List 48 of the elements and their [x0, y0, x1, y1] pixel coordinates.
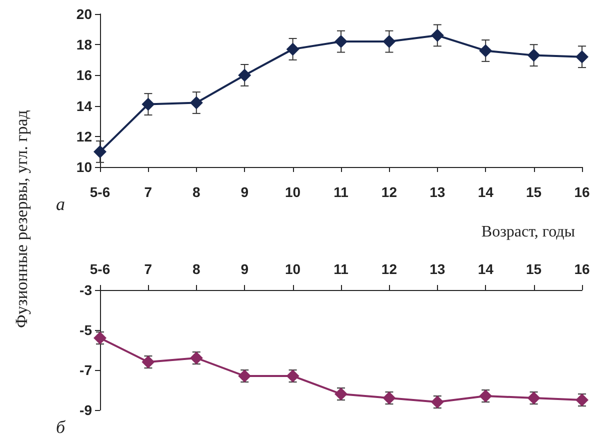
y-axis-title: Фузионные резервы, угл. град	[12, 110, 32, 328]
x-tick-label: 13	[430, 261, 446, 277]
x-tick-label: 9	[240, 184, 249, 200]
x-tick-label: 14	[478, 184, 494, 200]
point	[94, 332, 106, 344]
x-tick-label: 15	[526, 261, 542, 277]
y-tick-label: 20	[76, 6, 92, 22]
x-tick-label: 13	[430, 184, 446, 200]
x-tick-label: 10	[285, 261, 301, 277]
x-tick-label: 5-6	[90, 261, 110, 277]
y-tick-label: -7	[80, 362, 92, 378]
point	[286, 42, 300, 56]
point	[527, 48, 540, 62]
x-tick-label: 9	[240, 261, 249, 277]
y-tick-label: 10	[76, 159, 92, 175]
point	[190, 96, 203, 110]
point	[430, 28, 444, 42]
point	[142, 98, 155, 111]
point	[94, 145, 106, 158]
y-tick-label: 18	[76, 36, 92, 53]
y-tick-label: 16	[76, 67, 92, 84]
x-tick-label: 8	[192, 184, 200, 200]
text: б	[56, 417, 66, 437]
y-tick-label: 14	[76, 98, 92, 114]
point	[382, 35, 396, 48]
x-tick-label: 16	[574, 184, 590, 200]
x-tick-label: 11	[334, 184, 349, 200]
y-tick-label: -5	[80, 322, 92, 338]
x-tick-label: 7	[144, 184, 152, 200]
text: а	[56, 194, 65, 214]
x-tick-label: 8	[192, 261, 200, 277]
x-tick-label: 10	[285, 184, 301, 200]
y-tick-label: -3	[80, 282, 92, 298]
x-tick-label: 5-6	[90, 184, 110, 200]
x-axis-title: Возраст, годы	[481, 224, 576, 240]
x-tick-label: 11	[334, 261, 349, 277]
x-tick-label: 14	[478, 261, 494, 277]
y-tick-label: 12	[76, 128, 92, 144]
x-tick-label: 12	[381, 261, 398, 277]
x-tick-label: 15	[526, 184, 542, 200]
x-tick-label: 12	[381, 184, 398, 200]
point	[479, 44, 492, 58]
point	[576, 50, 588, 64]
x-tick-label: 16	[574, 261, 590, 277]
point	[238, 68, 252, 82]
y-tick-label: -9	[80, 402, 92, 418]
point	[334, 35, 348, 48]
x-tick-label: 7	[144, 261, 152, 277]
